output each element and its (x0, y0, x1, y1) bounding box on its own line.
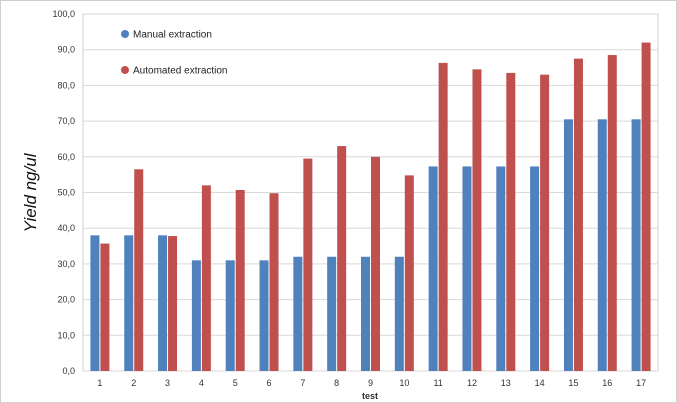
y-tick-label: 50,0 (57, 188, 75, 198)
legend-marker-automated (121, 66, 129, 74)
bar-manual-6 (259, 260, 269, 371)
bar-automated-1 (100, 243, 110, 371)
bar-automated-5 (235, 190, 245, 371)
y-tick-label: 10,0 (57, 330, 75, 340)
x-tick-label: 14 (535, 378, 545, 388)
bar-automated-12 (472, 69, 482, 372)
legend-label-manual: Manual extraction (133, 30, 212, 41)
bar-automated-11 (438, 62, 448, 372)
bars (90, 42, 651, 372)
legend-label-automated: Automated extraction (133, 66, 228, 77)
bar-manual-12 (462, 166, 472, 371)
x-tick-label: 17 (636, 378, 646, 388)
y-tick-label: 100,0 (52, 9, 75, 19)
y-tick-label: 90,0 (57, 45, 75, 55)
bar-manual-5 (225, 260, 235, 371)
x-axis-title: test (362, 391, 378, 401)
legend-marker-manual (121, 30, 129, 38)
y-tick-label: 80,0 (57, 80, 75, 90)
bar-manual-17 (631, 119, 641, 371)
y-axis-title: Yield ng/ul (21, 152, 40, 232)
bar-manual-2 (124, 235, 134, 371)
bar-manual-10 (394, 256, 404, 371)
x-tick-label: 6 (267, 378, 272, 388)
bar-automated-10 (404, 175, 414, 371)
y-axis-ticks: 0,0 10,0 20,0 30,0 40,0 50,0 60,0 70,0 80,0 90,0 1… (52, 9, 75, 376)
bar-manual-7 (293, 256, 303, 371)
bar-manual-16 (597, 119, 607, 371)
bar-manual-8 (327, 256, 337, 371)
x-tick-label: 13 (501, 378, 511, 388)
x-tick-label: 9 (368, 378, 373, 388)
x-tick-label: 8 (334, 378, 339, 388)
bar-manual-15 (563, 119, 573, 371)
bar-manual-1 (90, 235, 100, 371)
bar-automated-4 (201, 185, 211, 371)
bar-manual-11 (428, 166, 438, 371)
bar-automated-9 (371, 156, 380, 371)
x-tick-label: 12 (467, 378, 477, 388)
y-tick-label: 30,0 (57, 259, 75, 269)
bar-automated-6 (269, 193, 279, 371)
bar-automated-16 (607, 55, 617, 372)
bar-manual-3 (158, 235, 168, 371)
x-tick-label: 3 (165, 378, 170, 388)
y-tick-label: 40,0 (57, 223, 75, 233)
y-tick-label: 0,0 (62, 366, 75, 376)
bar-manual-9 (361, 256, 370, 371)
x-tick-label: 15 (568, 378, 578, 388)
bar-automated-17 (641, 42, 651, 372)
y-tick-label: 70,0 (57, 116, 75, 126)
x-tick-label: 16 (602, 378, 612, 388)
bar-automated-13 (506, 72, 516, 371)
x-tick-label: 10 (399, 378, 409, 388)
bar-manual-4 (191, 260, 201, 371)
bar-automated-8 (337, 146, 347, 371)
bar-automated-2 (134, 169, 144, 371)
legend: Manual extraction Automated extraction (121, 30, 228, 77)
x-tick-label: 5 (233, 378, 238, 388)
x-tick-label: 1 (97, 378, 102, 388)
bar-manual-13 (496, 166, 506, 371)
bar-automated-15 (573, 58, 583, 371)
x-tick-label: 4 (199, 378, 204, 388)
bar-automated-14 (540, 74, 550, 371)
bar-automated-7 (303, 158, 313, 371)
x-tick-label: 2 (131, 378, 136, 388)
x-axis-ticks: 1 2 3 4 5 6 7 8 9 10 11 12 13 14 15 16 17 (97, 378, 646, 388)
bar-manual-14 (530, 166, 540, 371)
y-tick-label: 60,0 (57, 152, 75, 162)
bar-automated-3 (168, 236, 178, 371)
x-tick-label: 11 (433, 378, 442, 388)
x-tick-label: 7 (300, 378, 305, 388)
gridlines (83, 13, 658, 372)
y-tick-label: 20,0 (57, 295, 75, 305)
